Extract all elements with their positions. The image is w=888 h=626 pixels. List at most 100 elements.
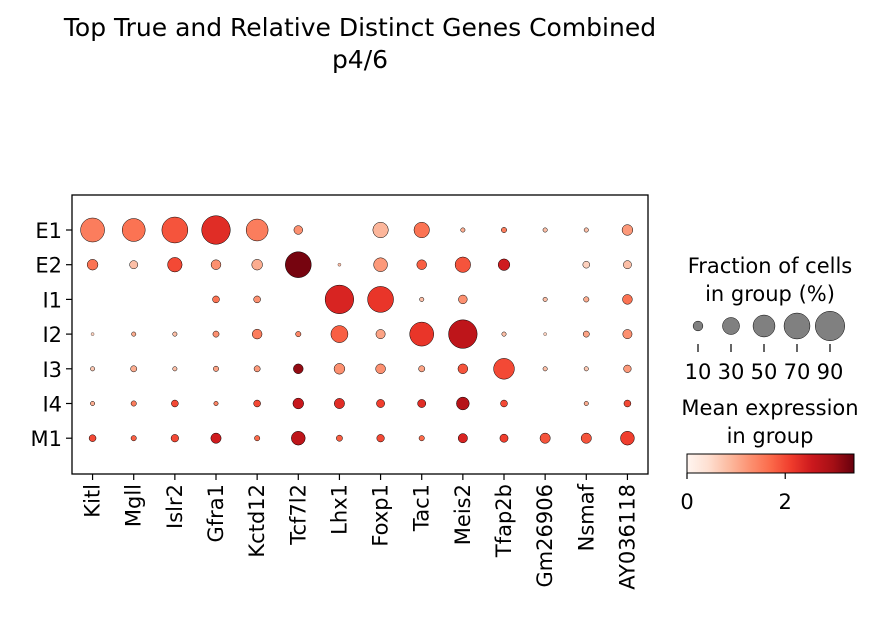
colorbar [686,453,855,474]
dot-i2-mgll [131,331,137,337]
dot-e2-mgll [129,260,139,270]
dot-i3-meis2 [457,363,469,374]
size-legend-title-line2: in group (%) [705,282,835,306]
dot-m1-islr2 [170,434,179,443]
dot-e2-kctd12 [251,259,263,271]
dot-i3-gm26906 [542,366,548,372]
y-tick-label-i1: I1 [42,288,62,312]
dot-i3-kitl [90,366,96,372]
x-tick-label-foxp1: Foxp1 [369,484,393,547]
size-legend-label-90: 90 [817,360,844,384]
x-tick-label-kctd12: Kctd12 [245,484,269,558]
dot-e1-ay036118 [621,224,634,236]
dot-i3-tac1 [418,365,426,373]
dot-i3-mgll [130,365,138,373]
dot-e1-gm26906 [542,227,548,233]
dot-m1-nsmaf [580,432,592,444]
dot-e2-islr2 [167,257,183,273]
dot-m1-meis2 [457,433,468,444]
dot-i4-tac1 [417,399,427,408]
y-tick-label-e2: E2 [35,254,62,278]
x-tick-label-nsmaf: Nsmaf [574,483,598,551]
dot-i2-meis2 [448,319,478,349]
dot-e1-meis2 [460,227,466,233]
colorbar-tick-label-2: 2 [779,490,792,514]
dot-e1-tac1 [413,222,430,238]
dot-m1-tac1 [418,435,425,442]
size-legend-label-50: 50 [751,360,778,384]
main-axes: E1 E2 I1 I2 I3 I4 M1 Kitl Mgll Islr2 Gfra1 Kctd12 T… [31,194,649,590]
dot-e1-kctd12 [245,218,269,242]
dot-m1-mgll [130,435,137,442]
dot-i3-ay036118 [623,364,632,373]
dot-i4-tcf7l2 [292,397,304,410]
dot-i4-meis2 [456,396,470,411]
dot-i2-islr2 [172,331,178,337]
dot-m1-lhx1 [336,434,343,442]
dot-e2-nsmaf [582,260,591,269]
dot-i4-ay036118 [623,399,632,408]
dot-i3-islr2 [172,366,178,372]
dot-e1-foxp1 [372,222,389,238]
dot-i4-kitl [90,401,96,406]
x-tick-label-meis2: Meis2 [451,484,475,545]
chart-title: Top True and Relative Distinct Genes Com… [63,13,656,42]
dot-i4-mgll [130,400,137,407]
x-tick-label-gm26906: Gm26906 [533,484,557,588]
dot-i1-gfra1 [212,295,220,304]
dot-m1-gm26906 [539,432,551,444]
dot-e2-tac1 [416,259,427,270]
x-tick-label-kitl: Kitl [81,484,105,518]
dot-i2-lhx1 [330,325,349,343]
size-legend-title-line1: Fraction of cells [688,254,853,278]
dot-i3-tcf7l2 [293,363,304,374]
dot-e1-nsmaf [583,227,589,233]
plot-frame [71,194,649,475]
size-legend-label-10: 10 [685,360,712,384]
dot-i1-foxp1 [367,286,394,313]
x-tick-label-mgll: Mgll [122,484,146,527]
dot-m1-foxp1 [376,434,385,443]
dot-i1-kctd12 [253,295,261,304]
size-legend-dot-10 [692,320,704,332]
dot-e2-meis2 [454,256,471,273]
dot-i3-nsmaf [583,366,589,372]
dot-e1-tcf7l2 [293,225,303,235]
dot-i2-gm26906 [543,332,547,336]
y-tick-label-i4: I4 [42,393,62,417]
x-tick-label-islr2: Islr2 [163,484,187,529]
dot-m1-tcf7l2 [291,431,306,446]
y-tick-label-i3: I3 [42,358,62,382]
x-tick-label-gfra1: Gfra1 [204,484,228,543]
size-legend-label-70: 70 [784,360,811,384]
dot-e1-tfap2b [501,227,507,233]
dot-e2-foxp1 [373,257,388,272]
dot-i3-foxp1 [375,363,386,374]
x-axis: Kitl Mgll Islr2 Gfra1 Kctd12 Tcf7l2 Lhx1 Foxp1 T… [81,474,639,590]
dot-e2-gfra1 [210,259,222,270]
dot-i3-kctd12 [253,365,261,373]
y-tick-label-m1: M1 [31,427,62,451]
dot-i2-tfap2b [501,331,507,337]
size-legend-dot-30 [722,317,740,335]
x-tick-label-tfap2b: Tfap2b [492,484,516,558]
dot-i3-gfra1 [213,365,219,372]
dot-m1-gfra1 [210,432,222,444]
size-legend-label-30: 30 [718,360,745,384]
dot-i2-tcf7l2 [295,331,302,338]
dot-i2-foxp1 [375,329,386,340]
dot-m1-tfap2b [499,433,509,443]
dot-i2-tac1 [409,321,434,347]
dot-i1-gm26906 [542,296,548,302]
color-legend-title-line2: in group [727,424,814,448]
dot-i3-lhx1 [333,363,346,375]
dot-i4-islr2 [171,399,179,408]
size-legend-dot-90 [815,311,845,341]
x-tick-label-lhx1: Lhx1 [327,484,351,535]
dot-i1-lhx1 [324,284,354,314]
size-legend-dot-50 [752,314,776,338]
dot-e1-islr2 [161,216,189,244]
dot-i4-kctd12 [253,399,261,408]
